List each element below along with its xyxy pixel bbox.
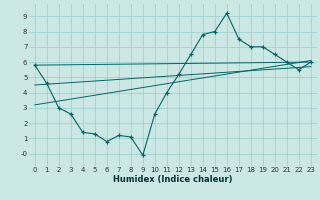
X-axis label: Humidex (Indice chaleur): Humidex (Indice chaleur) bbox=[113, 175, 233, 184]
